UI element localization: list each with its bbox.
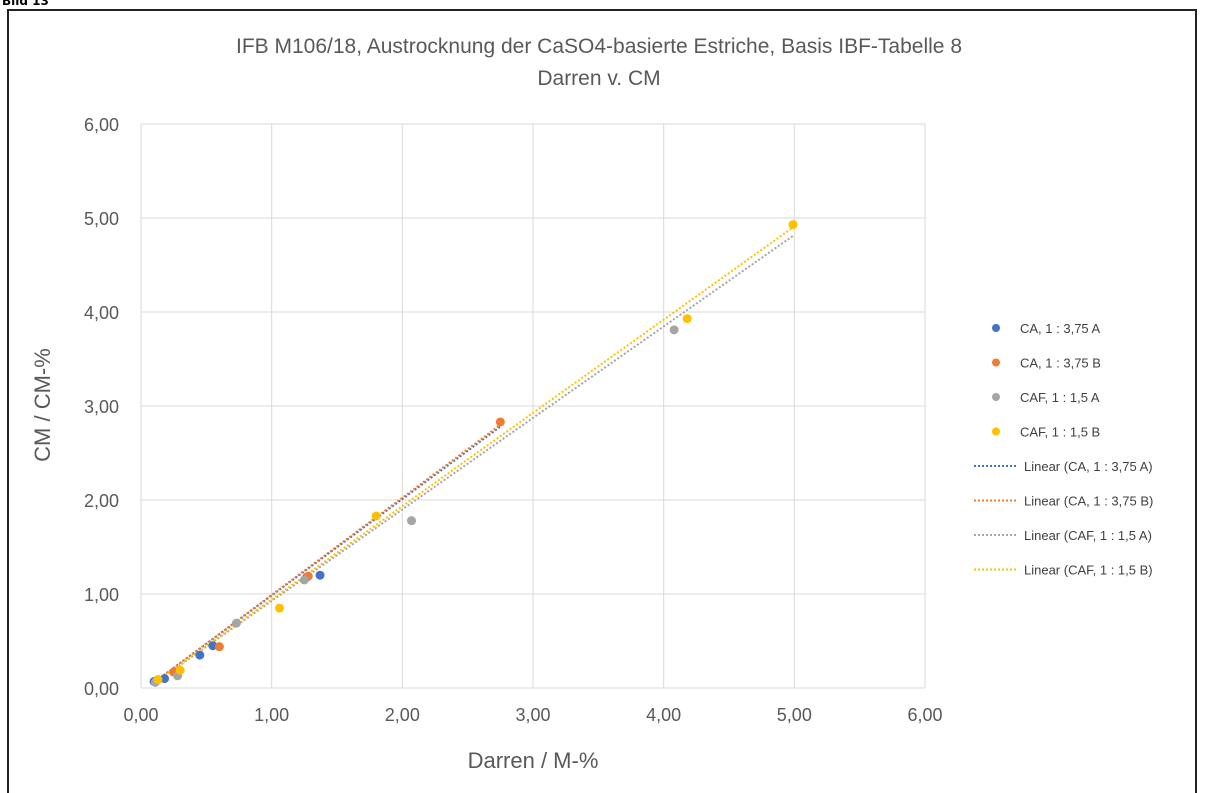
trendline — [154, 235, 794, 684]
data-point — [153, 675, 163, 685]
x-tick-label: 6,00 — [907, 705, 942, 725]
legend-marker — [992, 427, 1000, 436]
x-axis-label: Darren / M-% — [468, 748, 599, 773]
y-tick-label: 4,00 — [84, 303, 119, 323]
legend-entry: Linear (CAF, 1 : 1,5 B) — [1024, 563, 1153, 578]
y-tick-label: 5,00 — [84, 209, 119, 229]
legend-entry: CA, 1 : 3,75 A — [1020, 321, 1101, 336]
chart-title: IFB M106/18, Austrocknung der CaSO4-basi… — [236, 35, 962, 58]
legend: CA, 1 : 3,75 A CA, 1 : 3,75 B CAF, 1 : 1,5… — [974, 321, 1153, 578]
chart-subtitle: Darren v. CM — [537, 67, 660, 90]
trendline — [156, 423, 501, 682]
y-tick-label: 2,00 — [84, 491, 119, 511]
y-tick-label: 6,00 — [84, 115, 119, 135]
chart-frame — [7, 9, 1197, 793]
x-tick-label: 3,00 — [515, 705, 550, 725]
trendline — [157, 226, 794, 682]
data-points — [149, 220, 798, 687]
legend-marker — [992, 358, 1000, 367]
data-point — [788, 220, 798, 230]
data-point — [214, 642, 224, 652]
legend-entry: Linear (CA, 1 : 3,75 B) — [1024, 494, 1153, 509]
x-tick-label: 4,00 — [646, 705, 681, 725]
y-tick-label: 0,00 — [84, 679, 119, 699]
data-point — [195, 650, 205, 660]
data-point — [175, 665, 185, 675]
data-point — [371, 511, 381, 521]
figure-label: Bild 13 — [2, 0, 49, 8]
data-point — [315, 570, 325, 580]
x-tick-label: 0,00 — [123, 705, 158, 725]
legend-entry: CAF, 1 : 1,5 B — [1020, 425, 1100, 440]
y-tick-label: 1,00 — [84, 585, 119, 605]
gridlines — [140, 123, 926, 689]
y-tick-label: 3,00 — [84, 397, 119, 417]
x-tick-label: 1,00 — [254, 705, 289, 725]
legend-marker — [992, 324, 1000, 332]
data-point — [669, 325, 679, 335]
x-tick-label: 5,00 — [777, 705, 812, 725]
data-point — [299, 575, 309, 585]
tick-labels: 0,00 1,00 2,00 3,00 4,00 5,00 6,00 0,00 1,00 2,00… — [84, 115, 943, 725]
data-point — [406, 516, 416, 526]
data-point — [275, 603, 285, 613]
legend-marker — [992, 393, 1000, 401]
legend-entry: CA, 1 : 3,75 B — [1020, 356, 1101, 371]
x-tick-label: 2,00 — [385, 705, 420, 725]
data-point — [682, 314, 692, 324]
legend-entry: Linear (CA, 1 : 3,75 A) — [1024, 459, 1153, 474]
data-point — [495, 417, 505, 427]
data-point — [231, 618, 241, 628]
trendlines — [153, 226, 794, 684]
y-axis-label: CM / CM-% — [30, 348, 55, 462]
legend-entry: Linear (CAF, 1 : 1,5 A) — [1024, 528, 1152, 543]
legend-entry: CAF, 1 : 1,5 A — [1020, 390, 1100, 405]
